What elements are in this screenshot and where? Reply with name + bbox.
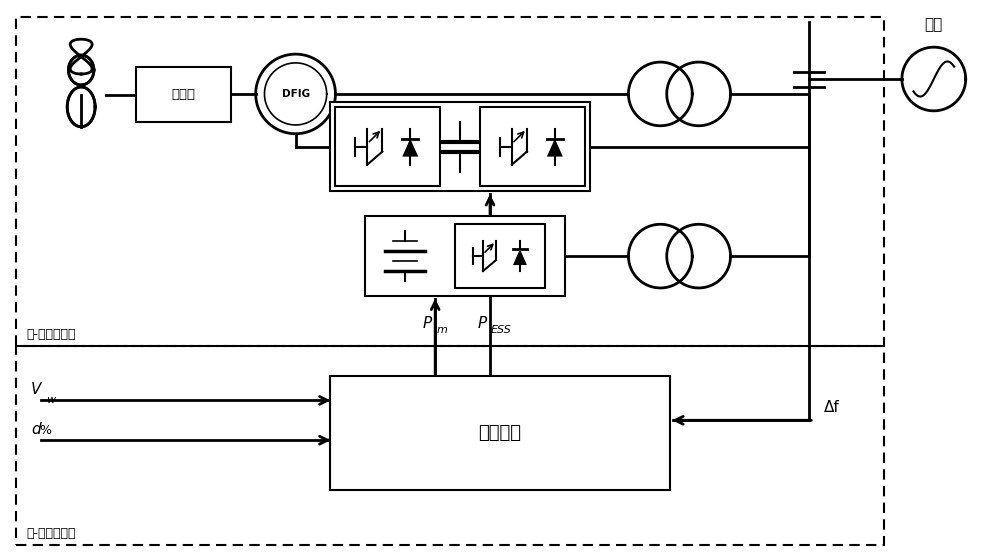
Text: P: P [423,316,432,331]
Polygon shape [256,54,335,134]
Polygon shape [902,47,966,111]
Text: DFIG: DFIG [282,89,310,99]
Polygon shape [264,63,327,125]
Polygon shape [513,249,527,265]
Text: V: V [31,383,42,398]
Text: w: w [46,395,55,405]
Bar [335,107,440,186]
Polygon shape [547,138,563,157]
Text: %: % [39,424,51,437]
Text: 风-储二次系统: 风-储二次系统 [26,527,76,540]
Text: Δf: Δf [824,400,840,415]
Bar [136,67,231,122]
Polygon shape [67,87,95,127]
Bar [480,107,585,186]
Bar [330,102,590,191]
Text: P: P [478,316,487,331]
Bar [455,224,545,288]
Text: m: m [436,325,447,335]
Polygon shape [68,55,94,85]
Text: 齿轮筱: 齿轮筱 [171,88,195,101]
Bar [16,17,884,346]
Text: 调频策略: 调频策略 [479,424,522,441]
Text: ESS: ESS [491,325,512,335]
Bar [16,346,884,545]
Polygon shape [628,62,692,126]
Text: 风-储一次系统: 风-储一次系统 [26,327,76,341]
Polygon shape [402,138,418,157]
Polygon shape [628,224,692,288]
Bar [365,216,565,296]
Text: 电网: 电网 [925,17,943,32]
Bar [330,375,670,490]
Polygon shape [667,224,731,288]
Text: d: d [31,422,41,437]
Polygon shape [667,62,731,126]
